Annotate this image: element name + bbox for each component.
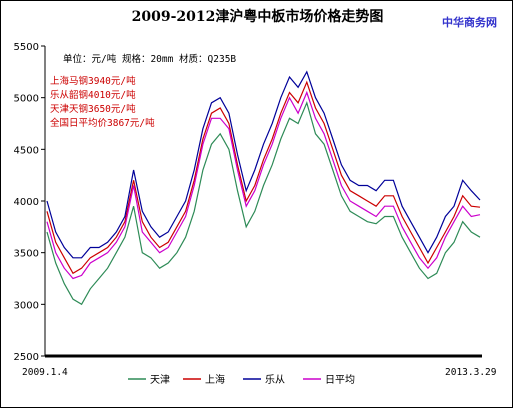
- legend-label: 乐从: [265, 374, 285, 386]
- y-tick-label: 2500: [14, 352, 39, 363]
- legend-label: 上海: [205, 373, 225, 386]
- series-line-上海: [46, 80, 481, 275]
- chart-title: 2009-2012津沪粤中板市场价格走势图: [131, 9, 384, 25]
- y-tick-label: 4000: [14, 197, 39, 208]
- chart-texts: 单位：元/吨 规格：20mm 材质：Q235B 上海马钢3940元/吨 乐从韶钢…: [22, 53, 497, 378]
- y-tick-label: 3000: [14, 300, 39, 311]
- spec-note: 单位：元/吨 规格：20mm 材质：Q235B: [63, 53, 236, 65]
- y-tick-label: 3500: [14, 249, 39, 260]
- legend-label: 天津: [150, 374, 170, 386]
- y-tick-label: 5000: [14, 94, 39, 105]
- legend-label: 日平均: [325, 374, 355, 386]
- y-tick-label: 4500: [14, 145, 39, 156]
- annotation-tianjin: 天津天钢3650元/吨: [50, 103, 136, 115]
- brand-label: 中华商务网: [442, 16, 497, 29]
- y-tick-label: 5500: [14, 42, 39, 53]
- legend: 天津 上海 乐从 日平均: [128, 373, 355, 386]
- annotation-average: 全国日平均价3867元/吨: [50, 117, 155, 129]
- series-line-乐从: [46, 70, 481, 259]
- x-start-label: 2009.1.4: [22, 367, 68, 378]
- series-lines: [46, 70, 481, 306]
- axes: 2500 3000 3500 4000 4500 5000 5500: [14, 42, 482, 363]
- x-end-label: 2013.3.29: [445, 367, 497, 378]
- series-line-天津: [46, 100, 481, 306]
- series-line-日平均: [46, 90, 481, 280]
- annotation-lecong: 乐从韶钢4010元/吨: [50, 89, 136, 101]
- annotation-shanghai: 上海马钢3940元/吨: [50, 75, 136, 87]
